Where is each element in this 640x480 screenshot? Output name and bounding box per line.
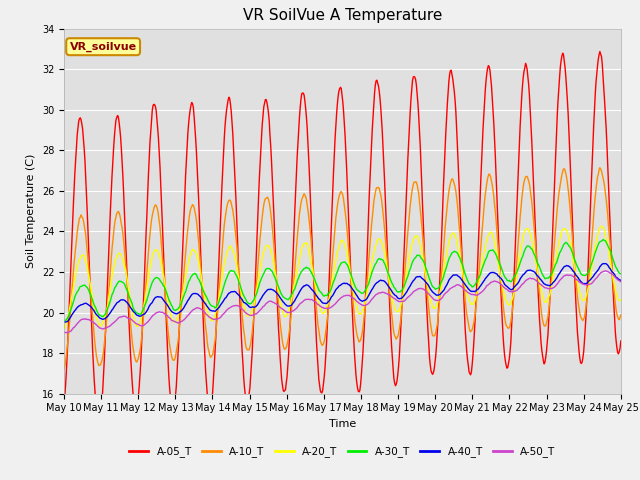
A-40_T xyxy=(128,307,136,313)
A-20_T xyxy=(428,300,435,305)
A-40_T xyxy=(599,261,607,266)
A-05_T xyxy=(617,338,625,344)
A-30_T xyxy=(61,317,69,323)
Line: A-50_T: A-50_T xyxy=(64,271,621,333)
A-10_T xyxy=(426,320,434,325)
A-50_T xyxy=(185,312,193,318)
A-30_T xyxy=(411,255,419,261)
Text: VR_soilvue: VR_soilvue xyxy=(70,42,137,52)
A-30_T xyxy=(214,301,222,307)
Line: A-05_T: A-05_T xyxy=(64,51,621,425)
A-50_T xyxy=(602,268,610,274)
A-40_T xyxy=(71,308,79,313)
A-20_T xyxy=(617,297,625,303)
A-30_T xyxy=(185,278,193,284)
A-50_T xyxy=(63,330,71,336)
Line: A-10_T: A-10_T xyxy=(64,168,621,369)
A-10_T xyxy=(184,226,192,231)
A-40_T xyxy=(617,277,625,283)
A-50_T xyxy=(60,330,68,336)
A-05_T xyxy=(70,186,78,192)
A-40_T xyxy=(185,297,193,302)
Legend: A-05_T, A-10_T, A-20_T, A-30_T, A-40_T, A-50_T: A-05_T, A-10_T, A-20_T, A-30_T, A-40_T, … xyxy=(125,442,559,461)
Y-axis label: Soil Temperature (C): Soil Temperature (C) xyxy=(26,154,36,268)
A-30_T xyxy=(428,280,435,286)
Line: A-30_T: A-30_T xyxy=(64,240,621,320)
A-50_T xyxy=(128,317,136,323)
A-05_T xyxy=(411,74,419,80)
A-05_T xyxy=(95,422,102,428)
A-20_T xyxy=(128,307,136,312)
A-30_T xyxy=(128,300,136,306)
A-40_T xyxy=(411,276,419,282)
A-30_T xyxy=(60,317,68,323)
A-05_T xyxy=(185,120,193,126)
A-30_T xyxy=(617,271,625,276)
A-30_T xyxy=(599,237,607,242)
A-05_T xyxy=(128,379,136,384)
A-20_T xyxy=(411,234,419,240)
A-05_T xyxy=(428,368,435,374)
A-20_T xyxy=(61,325,68,331)
A-20_T xyxy=(71,276,79,282)
A-05_T xyxy=(60,404,68,409)
A-20_T xyxy=(60,325,68,331)
A-50_T xyxy=(428,294,435,300)
Line: A-20_T: A-20_T xyxy=(64,227,621,328)
A-50_T xyxy=(411,288,419,294)
X-axis label: Time: Time xyxy=(329,419,356,429)
A-10_T xyxy=(70,260,78,266)
A-20_T xyxy=(214,300,222,305)
A-40_T xyxy=(214,305,222,311)
A-50_T xyxy=(71,324,79,329)
A-10_T xyxy=(60,366,68,372)
A-10_T xyxy=(617,312,625,318)
A-30_T xyxy=(71,294,79,300)
A-10_T xyxy=(214,312,221,318)
A-40_T xyxy=(61,319,69,325)
A-10_T xyxy=(596,165,604,170)
Line: A-40_T: A-40_T xyxy=(64,264,621,322)
A-10_T xyxy=(410,179,418,185)
A-20_T xyxy=(185,258,193,264)
A-10_T xyxy=(127,329,135,335)
A-40_T xyxy=(60,319,68,324)
A-05_T xyxy=(214,277,222,283)
Title: VR SoilVue A Temperature: VR SoilVue A Temperature xyxy=(243,9,442,24)
A-20_T xyxy=(598,224,605,229)
A-40_T xyxy=(428,287,435,293)
A-05_T xyxy=(596,48,604,54)
A-50_T xyxy=(617,279,625,285)
A-50_T xyxy=(214,316,222,322)
